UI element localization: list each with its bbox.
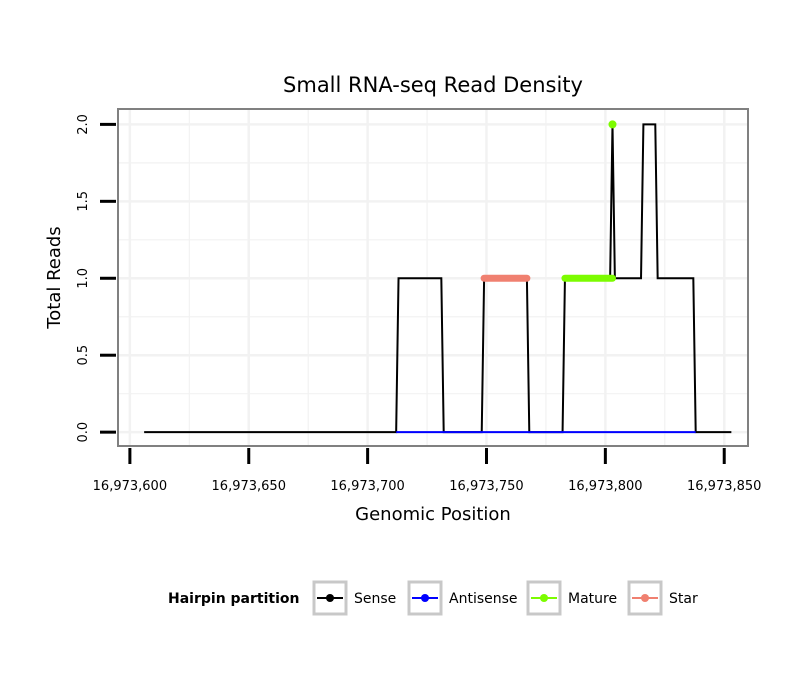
x-tick-label: 16,973,650	[212, 479, 286, 494]
series-point-mature	[608, 120, 617, 129]
chart-title: Small RNA-seq Read Density	[283, 73, 583, 97]
y-tick-label: 2.0	[76, 114, 91, 135]
legend-key-point	[326, 594, 334, 602]
y-axis-title: Total Reads	[44, 226, 65, 329]
legend-label-antisense: Antisense	[449, 591, 518, 607]
legend-key-point	[421, 594, 429, 602]
legend-label-mature: Mature	[568, 591, 617, 607]
x-tick-label: 16,973,750	[449, 479, 523, 494]
x-tick-label: 16,973,700	[330, 479, 404, 494]
x-axis: 16,973,600 16,973,650 16,973,700 16,973,750…	[93, 448, 761, 494]
y-tick-label: 1.0	[76, 268, 91, 289]
x-tick-label: 16,973,850	[687, 479, 761, 494]
legend-label-sense: Sense	[354, 591, 396, 607]
y-tick-label: 0.0	[76, 422, 91, 443]
plot-panel	[117, 108, 749, 447]
legend-title: Hairpin partition	[168, 591, 299, 607]
legend: Hairpin partition Sense Antisense Mature St…	[168, 580, 698, 616]
x-axis-title: Genomic Position	[355, 504, 511, 525]
legend-key-point	[641, 594, 649, 602]
y-tick-label: 0.5	[76, 345, 91, 366]
y-tick-label: 1.5	[76, 191, 91, 212]
legend-label-star: Star	[669, 591, 698, 607]
legend-key-point	[540, 594, 548, 602]
x-tick-label: 16,973,600	[93, 479, 167, 494]
series-layer	[144, 120, 732, 434]
y-axis: 0.0 0.5 1.0 1.5 2.0	[76, 114, 116, 442]
x-tick-label: 16,973,800	[568, 479, 642, 494]
